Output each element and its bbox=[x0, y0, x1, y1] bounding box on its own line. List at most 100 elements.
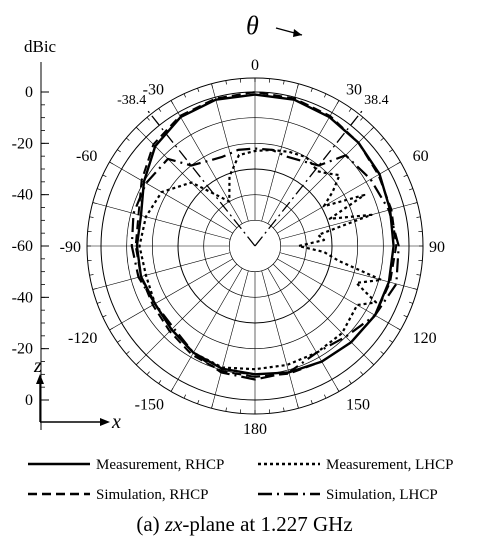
angle-tick-label: -30 bbox=[143, 81, 164, 98]
grid-spoke bbox=[267, 100, 340, 224]
grid-spoke bbox=[272, 263, 375, 366]
ring-tick bbox=[310, 88, 313, 93]
ring-tick bbox=[380, 351, 384, 355]
ring-tick bbox=[197, 399, 200, 404]
angle-tick-label: 90 bbox=[429, 239, 445, 256]
angle-marker-line bbox=[254, 107, 365, 247]
legend: Measurement, RHCP Measurement, LHCP Simula… bbox=[28, 457, 453, 503]
grid-spoke bbox=[279, 202, 418, 240]
ring-tick bbox=[416, 216, 421, 218]
angle-tick-label: -120 bbox=[68, 330, 97, 347]
grid-spoke bbox=[92, 202, 231, 240]
ring-tick bbox=[109, 161, 114, 165]
ring-tick bbox=[413, 288, 418, 290]
ring-tick bbox=[370, 361, 375, 366]
ring-tick bbox=[225, 80, 227, 85]
ring-tick bbox=[170, 100, 174, 105]
ring-tick bbox=[158, 380, 162, 384]
legend-label: Measurement, LHCP bbox=[326, 457, 453, 473]
legend-label: Simulation, RHCP bbox=[96, 487, 209, 503]
axis-labels: 0 30 60 90 120 150 180 -150 -120 -90 -60 -30 0 -20 -40… bbox=[12, 11, 445, 438]
unit-label: dBic bbox=[24, 37, 57, 56]
ring-tick bbox=[370, 126, 375, 131]
ring-tick bbox=[336, 387, 340, 392]
ring-tick bbox=[283, 407, 285, 412]
data-series bbox=[130, 91, 400, 381]
ring-tick bbox=[135, 361, 140, 366]
grid-spoke bbox=[261, 83, 299, 222]
ring-tick bbox=[197, 88, 200, 93]
ring-tick bbox=[360, 371, 364, 375]
angle-tick-label: 120 bbox=[413, 330, 437, 347]
ring-tick bbox=[297, 83, 299, 88]
grid-spoke bbox=[277, 161, 401, 234]
ring-tick bbox=[389, 339, 393, 343]
ring-tick bbox=[146, 117, 150, 121]
ring-tick bbox=[396, 327, 401, 331]
ring-tick bbox=[389, 149, 393, 153]
grid-spoke bbox=[279, 252, 418, 290]
ring-tick bbox=[183, 394, 187, 399]
angle-tick-label: 30 bbox=[346, 81, 362, 98]
radial-tick-label: -20 bbox=[12, 341, 33, 358]
angle-marker-label: -38.4 bbox=[117, 93, 146, 108]
radial-tick-label: 0 bbox=[25, 84, 33, 101]
legend-label: Simulation, LHCP bbox=[326, 487, 438, 503]
ring-tick bbox=[225, 407, 227, 412]
inset-x-label: x bbox=[111, 411, 121, 433]
radial-tick-label: -40 bbox=[12, 187, 33, 204]
angle-tick-label: 180 bbox=[243, 421, 267, 438]
grid-spoke bbox=[135, 263, 238, 366]
ring-tick bbox=[336, 100, 340, 105]
grid-spoke bbox=[267, 268, 340, 392]
ring-tick bbox=[360, 117, 364, 121]
ring-tick bbox=[211, 404, 213, 409]
ring-tick bbox=[102, 314, 107, 318]
grid-spoke bbox=[92, 252, 231, 290]
ring-tick bbox=[135, 126, 140, 131]
ring-tick bbox=[348, 108, 352, 112]
ring-tick bbox=[297, 404, 299, 409]
inset-x-arrowhead bbox=[100, 418, 110, 426]
ring-tick bbox=[170, 387, 174, 392]
ring-tick bbox=[323, 394, 327, 399]
ring-tick bbox=[416, 274, 421, 276]
ring-tick bbox=[408, 188, 413, 191]
ring-tick bbox=[323, 93, 327, 98]
angle-marker-line bbox=[145, 107, 256, 247]
ring-tick bbox=[97, 301, 102, 304]
ring-tick bbox=[89, 216, 94, 218]
angle-tick-label: -60 bbox=[76, 148, 97, 165]
angle-markers: -38.4 38.4 bbox=[117, 93, 389, 247]
ring-tick bbox=[117, 339, 121, 343]
inset-z-label: z bbox=[33, 355, 42, 377]
angle-tick-label: 60 bbox=[413, 148, 429, 165]
grid-spoke bbox=[272, 126, 375, 229]
ring-tick bbox=[283, 80, 285, 85]
radial-tick-label: -20 bbox=[12, 135, 33, 152]
caption-prefix: (a) bbox=[136, 512, 165, 536]
angle-marker-label: 38.4 bbox=[364, 93, 389, 108]
ring-tick bbox=[396, 161, 401, 165]
series-dotted bbox=[138, 148, 383, 371]
angle-tick-label: 150 bbox=[346, 397, 370, 414]
angle-tick-label: -150 bbox=[135, 397, 164, 414]
ring-tick bbox=[97, 188, 102, 191]
ring-tick bbox=[92, 202, 97, 204]
polar-grid bbox=[86, 77, 424, 415]
ring-tick bbox=[126, 137, 130, 141]
ring-tick bbox=[413, 202, 418, 204]
grid-spoke bbox=[261, 270, 299, 409]
ring-tick bbox=[109, 327, 114, 331]
ring-tick bbox=[158, 108, 162, 112]
theta-label: θ bbox=[246, 11, 259, 40]
polar-radiation-chart: -38.4 38.4 0 30 60 90 120 150 180 -150 -120 -90 -60… bbox=[12, 11, 454, 503]
theta-arrow-head bbox=[293, 29, 302, 37]
ring-tick bbox=[380, 137, 384, 141]
grid-spoke bbox=[211, 270, 249, 409]
caption-plane: zx bbox=[164, 512, 183, 536]
ring-tick bbox=[183, 93, 187, 98]
grid-spoke bbox=[109, 258, 233, 331]
inset-z-arrowhead bbox=[36, 374, 44, 384]
ring-tick bbox=[403, 314, 408, 318]
